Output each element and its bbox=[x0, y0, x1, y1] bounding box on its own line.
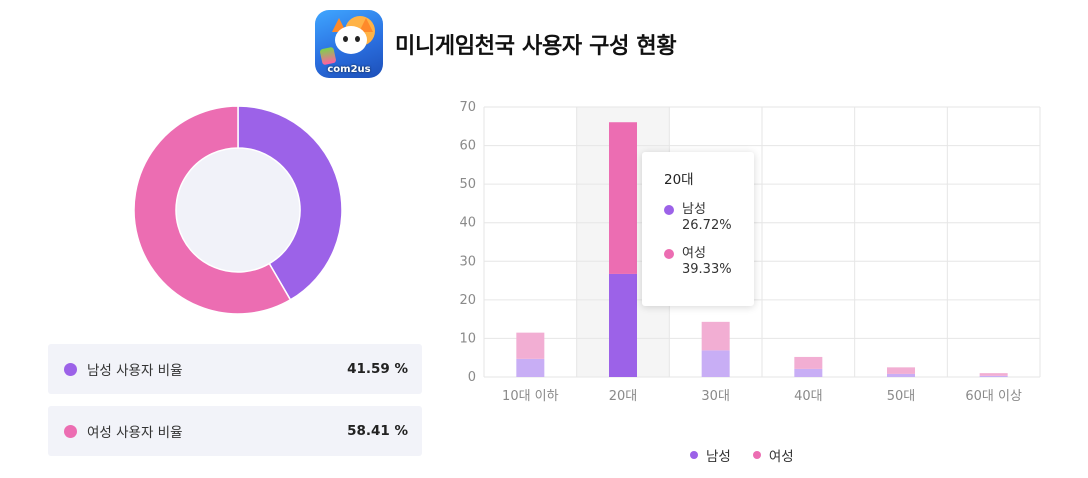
y-tick-label: 10 bbox=[459, 331, 476, 346]
stat-row-male: 남성 사용자 비율 41.59 % bbox=[48, 344, 422, 394]
header: com2us 미니게임천국 사용자 구성 현황 bbox=[315, 9, 677, 79]
female-dot bbox=[664, 249, 674, 259]
stat-row-female: 여성 사용자 비율 58.41 % bbox=[48, 406, 422, 456]
stat-label-female: 여성 사용자 비율 bbox=[87, 425, 183, 441]
legend-label: 남성 bbox=[706, 449, 731, 465]
tooltip-item-name: 남성 bbox=[682, 202, 706, 217]
tooltip-item-name: 여성 bbox=[682, 246, 706, 261]
chart-legend: 남성 여성 bbox=[690, 445, 816, 465]
x-tick-label: 40대 bbox=[794, 389, 823, 404]
bar-female-3[interactable] bbox=[794, 356, 823, 369]
male-dot bbox=[664, 205, 674, 215]
legend-label: 여성 bbox=[768, 449, 794, 465]
tooltip-title: 20대 bbox=[664, 172, 694, 188]
y-tick-label: 30 bbox=[459, 254, 476, 269]
chart-tooltip: 20대 남성 26.72% 여성 39.33% bbox=[642, 152, 754, 306]
y-tick-label: 50 bbox=[459, 177, 476, 192]
app-icon-brand: com2us bbox=[327, 64, 371, 75]
donut-hole bbox=[176, 148, 300, 272]
stat-value-male: 41.59 % bbox=[347, 361, 408, 377]
bar-female-1[interactable] bbox=[609, 122, 637, 274]
male-dot bbox=[64, 362, 77, 376]
y-tick-label: 0 bbox=[468, 370, 476, 385]
bar-male-5[interactable] bbox=[979, 375, 1008, 377]
female-dot bbox=[752, 451, 761, 459]
male-dot bbox=[690, 451, 698, 459]
age-bar-chart: 0 10 20 30 40 50 60 70 10대 이하 20대 30대 40대 50대 60대 이상 bbox=[459, 100, 1041, 404]
gender-donut-chart bbox=[133, 105, 343, 315]
tooltip-item-male: 남성 26.72% bbox=[664, 202, 754, 234]
x-tick-label: 60대 이상 bbox=[965, 389, 1022, 404]
bar-male-2[interactable] bbox=[701, 350, 730, 377]
bar-male-1[interactable] bbox=[609, 273, 637, 377]
y-tick-label: 20 bbox=[459, 293, 476, 308]
x-tick-label: 10대 이하 bbox=[502, 389, 559, 404]
stat-value-female: 58.41 % bbox=[347, 423, 408, 439]
tooltip-item-value: 39.33% bbox=[682, 262, 732, 277]
bar-female-2[interactable] bbox=[701, 321, 730, 351]
legend-item-male[interactable]: 남성 bbox=[690, 445, 731, 465]
bar-male-4[interactable] bbox=[887, 373, 915, 377]
page-title: 미니게임천국 사용자 구성 현황 bbox=[395, 34, 677, 59]
y-tick-label: 40 bbox=[459, 216, 476, 231]
bar-female-4[interactable] bbox=[887, 367, 915, 374]
x-tick-label: 30대 bbox=[701, 389, 730, 404]
y-tick-label: 70 bbox=[459, 100, 476, 115]
legend-item-female[interactable]: 여성 bbox=[752, 445, 794, 465]
bar-male-3[interactable] bbox=[794, 368, 823, 377]
stat-label-male: 남성 사용자 비율 bbox=[87, 363, 183, 379]
tooltip-item-value: 26.72% bbox=[682, 218, 732, 233]
tooltip-item-female: 여성 39.33% bbox=[664, 246, 754, 278]
x-tick-label: 20대 bbox=[609, 389, 638, 404]
donut-slice-male[interactable] bbox=[237, 105, 343, 301]
bar-male-0[interactable] bbox=[516, 358, 545, 377]
bar-female-5[interactable] bbox=[979, 373, 1008, 376]
female-dot bbox=[64, 424, 77, 438]
x-tick-label: 50대 bbox=[887, 389, 916, 404]
donut-slice-female[interactable] bbox=[133, 105, 292, 315]
app-icon: com2us bbox=[315, 10, 383, 78]
bar-female-0[interactable] bbox=[516, 332, 545, 359]
y-tick-label: 60 bbox=[459, 139, 476, 154]
